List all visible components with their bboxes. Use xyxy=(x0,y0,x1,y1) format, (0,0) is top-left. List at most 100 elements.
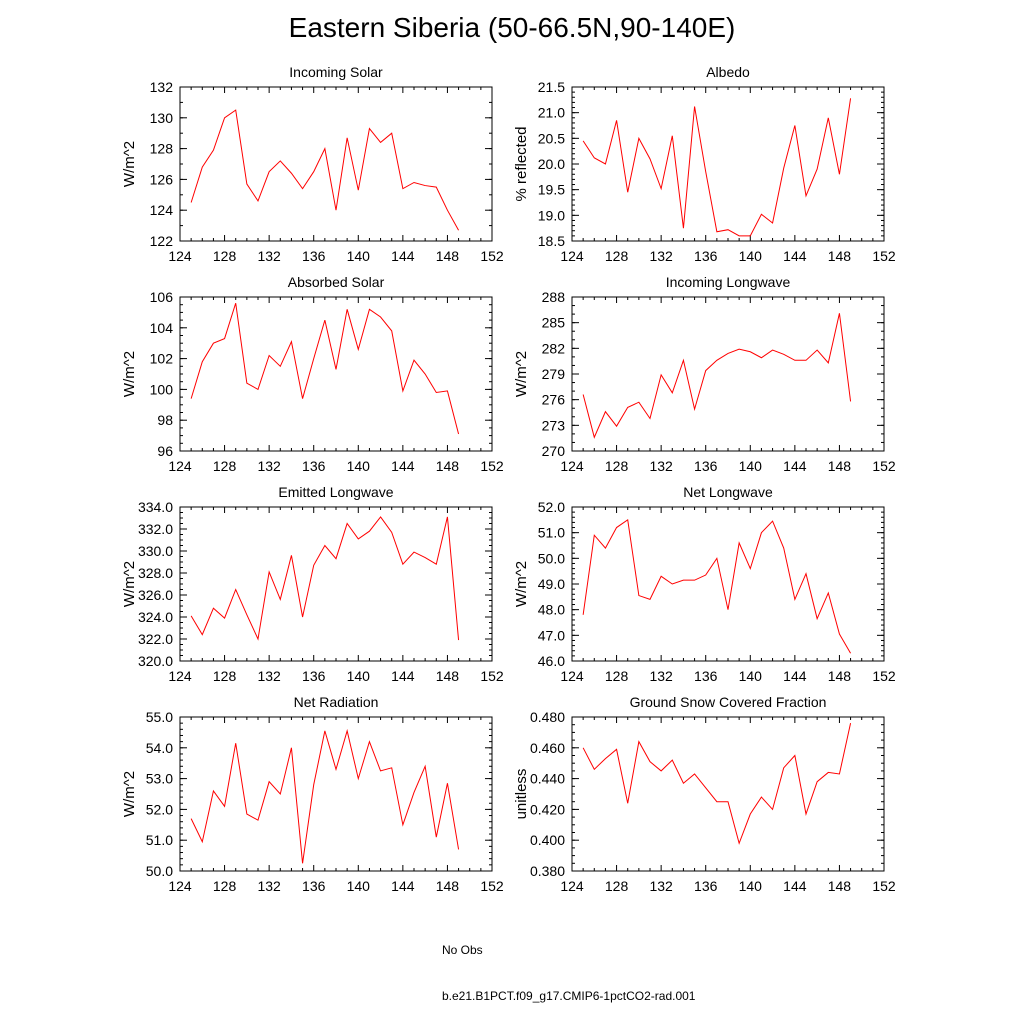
legend-obs: No Obs xyxy=(310,940,483,960)
x-tick-label: 148 xyxy=(828,668,852,684)
y-tick-label: 50.0 xyxy=(538,550,565,566)
y-tick-label: 19.0 xyxy=(538,207,565,223)
x-tick-label: 136 xyxy=(694,458,718,474)
plot-frame xyxy=(179,86,493,242)
x-tick-label: 132 xyxy=(649,248,673,264)
x-tick-label: 132 xyxy=(257,878,281,894)
y-tick-label: 130 xyxy=(150,110,174,126)
y-tick-label: 0.420 xyxy=(530,801,565,817)
y-tick-label: 52.0 xyxy=(146,801,173,817)
series-line xyxy=(190,109,460,231)
panel-title: Ground Snow Covered Fraction xyxy=(630,694,827,710)
y-tick-label: 320.0 xyxy=(138,653,173,669)
x-tick-label: 128 xyxy=(605,248,629,264)
x-tick-label: 140 xyxy=(739,248,763,264)
x-tick-label: 124 xyxy=(168,668,192,684)
y-tick-label: 55.0 xyxy=(146,709,173,725)
y-tick-label: 124 xyxy=(150,202,174,218)
y-tick-label: 0.440 xyxy=(530,771,565,787)
x-tick-label: 140 xyxy=(347,878,371,894)
y-tick-label: 100 xyxy=(150,381,174,397)
x-tick-label: 148 xyxy=(436,458,460,474)
x-tick-label: 152 xyxy=(872,668,896,684)
series-line xyxy=(582,723,852,845)
x-tick-label: 148 xyxy=(828,878,852,894)
y-tick-label: 128 xyxy=(150,141,174,157)
x-tick-label: 152 xyxy=(872,458,896,474)
y-axis-label: W/m^2 xyxy=(121,771,138,817)
y-tick-label: 285 xyxy=(542,315,566,331)
y-tick-label: 46.0 xyxy=(538,653,565,669)
panel-6: Net Radiation W/m^2 124 128 132 136 140 144 148 1… xyxy=(121,694,504,894)
x-tick-label: 140 xyxy=(739,458,763,474)
legend-model-label: b.e21.B1PCT.f09_g17.CMIP6-1pctCO2-rad.00… xyxy=(442,989,696,1003)
panel-title: Absorbed Solar xyxy=(288,274,385,290)
y-tick-label: 52.0 xyxy=(538,499,565,515)
series-line xyxy=(582,313,852,439)
x-tick-label: 124 xyxy=(168,458,192,474)
x-tick-label: 148 xyxy=(436,668,460,684)
x-tick-label: 140 xyxy=(347,668,371,684)
panel-2: Absorbed Solar W/m^2 124 128 132 136 140 144 148… xyxy=(121,274,504,474)
y-tick-label: 324.0 xyxy=(138,609,173,625)
panel-4: Emitted Longwave W/m^2 124 128 132 136 140 144 1… xyxy=(121,484,504,684)
y-tick-label: 0.400 xyxy=(530,832,565,848)
y-axis-label: W/m^2 xyxy=(121,351,138,397)
y-axis-label: unitless xyxy=(513,769,530,820)
y-tick-label: 270 xyxy=(542,443,566,459)
panel-5: Net Longwave W/m^2 124 128 132 136 140 144 148 15… xyxy=(513,484,896,684)
y-tick-label: 326.0 xyxy=(138,587,173,603)
y-axis-label: W/m^2 xyxy=(513,561,530,607)
series-line xyxy=(190,516,460,641)
plot-frame xyxy=(571,296,885,452)
x-tick-label: 132 xyxy=(257,458,281,474)
x-tick-label: 128 xyxy=(213,668,237,684)
y-tick-label: 0.460 xyxy=(530,740,565,756)
x-tick-label: 124 xyxy=(560,668,584,684)
y-tick-label: 334.0 xyxy=(138,499,173,515)
y-tick-label: 102 xyxy=(150,351,174,367)
y-tick-label: 50.0 xyxy=(146,863,173,879)
y-tick-label: 51.0 xyxy=(538,525,565,541)
panel-title: Emitted Longwave xyxy=(278,484,393,500)
y-tick-label: 282 xyxy=(542,340,566,356)
x-tick-label: 132 xyxy=(257,668,281,684)
series-line xyxy=(582,518,852,654)
x-tick-label: 144 xyxy=(391,458,415,474)
y-tick-label: 18.5 xyxy=(538,233,565,249)
x-tick-label: 148 xyxy=(828,458,852,474)
y-tick-label: 104 xyxy=(150,320,174,336)
y-tick-label: 273 xyxy=(542,417,566,433)
y-tick-label: 132 xyxy=(150,79,174,95)
x-tick-label: 136 xyxy=(694,248,718,264)
y-tick-label: 332.0 xyxy=(138,521,173,537)
y-tick-label: 0.380 xyxy=(530,863,565,879)
y-tick-label: 21.0 xyxy=(538,105,565,121)
x-tick-label: 124 xyxy=(560,878,584,894)
y-tick-label: 122 xyxy=(150,233,174,249)
x-tick-label: 136 xyxy=(302,458,326,474)
x-tick-label: 152 xyxy=(872,248,896,264)
y-tick-label: 322.0 xyxy=(138,631,173,647)
panel-title: Net Longwave xyxy=(683,484,773,500)
y-tick-label: 106 xyxy=(150,289,174,305)
x-tick-label: 128 xyxy=(213,458,237,474)
legend-obs-label: No Obs xyxy=(442,943,483,957)
x-tick-label: 132 xyxy=(649,878,673,894)
x-tick-label: 136 xyxy=(302,668,326,684)
x-tick-label: 128 xyxy=(605,878,629,894)
x-tick-label: 136 xyxy=(694,878,718,894)
x-tick-label: 144 xyxy=(391,668,415,684)
y-tick-label: 49.0 xyxy=(538,576,565,592)
x-tick-label: 140 xyxy=(739,668,763,684)
y-tick-label: 96 xyxy=(157,443,173,459)
x-tick-label: 140 xyxy=(347,458,371,474)
y-tick-label: 48.0 xyxy=(538,602,565,618)
y-tick-label: 330.0 xyxy=(138,543,173,559)
panel-7: Ground Snow Covered Fraction unitless 124 1… xyxy=(513,694,896,894)
panel-0: Incoming Solar W/m^2 124 128 132 136 140 144 148… xyxy=(121,64,504,264)
y-tick-label: 19.5 xyxy=(538,182,565,198)
x-tick-label: 144 xyxy=(391,878,415,894)
x-tick-label: 136 xyxy=(694,668,718,684)
